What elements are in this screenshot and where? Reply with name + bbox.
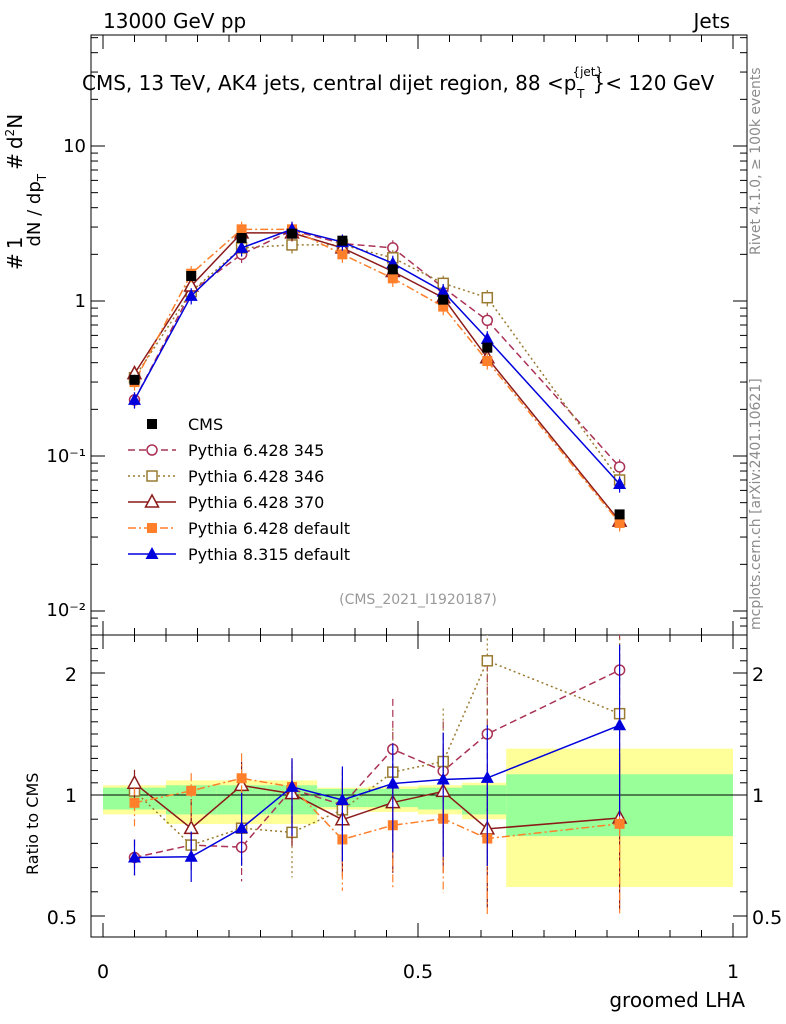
ratio-y-label: Ratio to CMS — [23, 773, 42, 875]
series-p345-point — [613, 461, 626, 473]
ratio-tick-label-left-1: 1 — [65, 785, 77, 807]
y-tick-label-3: 10 — [63, 136, 86, 157]
legend-label-p345: Pythia 6.428 345 — [188, 441, 324, 460]
legend-marker-CMS — [147, 419, 157, 429]
x-tick-label-0: 0 — [97, 961, 109, 983]
series-CMS-point — [438, 294, 449, 305]
series-p8-ratio-point — [235, 821, 249, 834]
series-pdef-ratio-point — [614, 818, 625, 829]
ratio-frame — [90, 634, 748, 938]
series-pdef-point — [614, 517, 625, 528]
ratio-band-green — [418, 787, 463, 810]
y-tick-label-0: 10⁻² — [46, 600, 86, 621]
series-pdef-point — [387, 273, 398, 284]
plot-title-sup: {jet} — [572, 65, 603, 79]
main-series — [126, 221, 628, 532]
ratio-series — [126, 635, 628, 914]
series-pdef-ratio-point — [129, 797, 140, 808]
plot-title-end: }< 120 GeV — [592, 71, 714, 95]
ratio-tick-label-left-0: 0.5 — [47, 907, 77, 929]
series-p8-ratio-point — [436, 772, 450, 785]
series-p346-point — [481, 291, 494, 304]
plot-title-sub: T — [576, 87, 585, 101]
series-p8-point — [436, 284, 450, 297]
ratio-band-green — [462, 785, 507, 815]
series-p8-ratio-point — [480, 770, 494, 783]
series-pdef-line — [133, 228, 621, 524]
plot-title: CMS, 13 TeV, AK4 jets, central dijet reg… — [82, 65, 715, 101]
series-p8-point — [235, 240, 249, 253]
x-axis-label: groomed LHA — [609, 988, 745, 1012]
legend-marker-p370 — [144, 493, 160, 508]
series-pdef-ratio-line — [134, 777, 620, 841]
series-CMS-point — [186, 270, 197, 281]
ratio-tick-label-right-1: 1 — [752, 785, 764, 807]
series-CMS-point — [236, 232, 247, 243]
side-text-bottom: mcplots.cern.ch [arXiv:2401.10621] — [748, 378, 764, 630]
legend-label-pdef: Pythia 6.428 default — [188, 519, 350, 538]
y-tick-label-1: 10⁻¹ — [46, 446, 86, 467]
series-p8-point — [480, 331, 494, 344]
ratio-tick-label-right-0: 0.5 — [752, 907, 782, 929]
series-p8-ratio-point — [613, 718, 627, 731]
series-pdef-point — [236, 224, 247, 235]
series-CMS-point — [387, 264, 398, 275]
series-CMS-point — [337, 235, 348, 246]
header-left: 13000 GeV pp — [103, 9, 246, 33]
legend-marker-p8 — [145, 547, 159, 559]
legend-marker-pdef — [147, 523, 157, 533]
series-CMS-point — [287, 228, 297, 239]
series-pdef-point — [438, 301, 449, 312]
series-p8-point — [128, 392, 141, 405]
series-p346-ratio-line — [133, 659, 620, 846]
series-p8-ratio-point — [128, 850, 141, 863]
series-pdef-ratio-point — [236, 773, 247, 784]
series-p8-point — [184, 288, 198, 301]
series-p8-ratio-point — [285, 779, 299, 792]
series-p8-ratio-point — [184, 849, 198, 862]
x-tick-label-2: 1 — [727, 961, 739, 983]
series-CMS-point — [614, 509, 625, 520]
legend-marker-p345 — [146, 444, 158, 456]
series-pdef-point — [482, 356, 493, 367]
legend-label-CMS: CMS — [188, 415, 223, 434]
series-pdef-point — [337, 249, 348, 260]
y-axis-label: #1dN / dpT#d2N — [3, 114, 49, 270]
plot-title-main: CMS, 13 TeV, AK4 jets, central dijet reg… — [82, 71, 564, 95]
analysis-watermark: (CMS_2021_I1920187) — [339, 592, 497, 608]
legend-label-p370: Pythia 6.428 370 — [188, 493, 324, 512]
side-text-top: Rivet 4.1.0, ≥ 100k events — [748, 67, 764, 255]
x-tick-label-1: 0.5 — [403, 961, 433, 983]
ratio-tick-label-left-2: 2 — [65, 664, 77, 686]
series-p8-ratio-point — [386, 776, 400, 789]
series-p8-point — [613, 476, 627, 489]
axis-ticks — [91, 35, 747, 937]
legend-label-p346: Pythia 6.428 346 — [188, 467, 324, 486]
y-tick-label-2: 1 — [75, 291, 86, 312]
series-CMS-point — [129, 374, 140, 385]
series-p8-ratio-point — [335, 792, 349, 805]
series-pdef-ratio-point — [186, 785, 197, 796]
series-p345-point — [481, 314, 494, 327]
legend-label-p8: Pythia 8.315 default — [188, 545, 350, 564]
header-right: Jets — [692, 9, 730, 33]
ratio-bands — [103, 748, 733, 887]
plot-title-p: p — [564, 71, 577, 95]
series-p370-ratio-point — [126, 774, 143, 789]
legend: CMS Pythia 6.428 345 Pythia 6.428 346 Pythi… — [128, 415, 350, 564]
legend-marker-p346 — [146, 470, 158, 482]
series-CMS-point — [482, 342, 493, 353]
ratio-tick-label-right-2: 2 — [752, 664, 764, 686]
series-p346-ratio-point — [481, 655, 494, 667]
